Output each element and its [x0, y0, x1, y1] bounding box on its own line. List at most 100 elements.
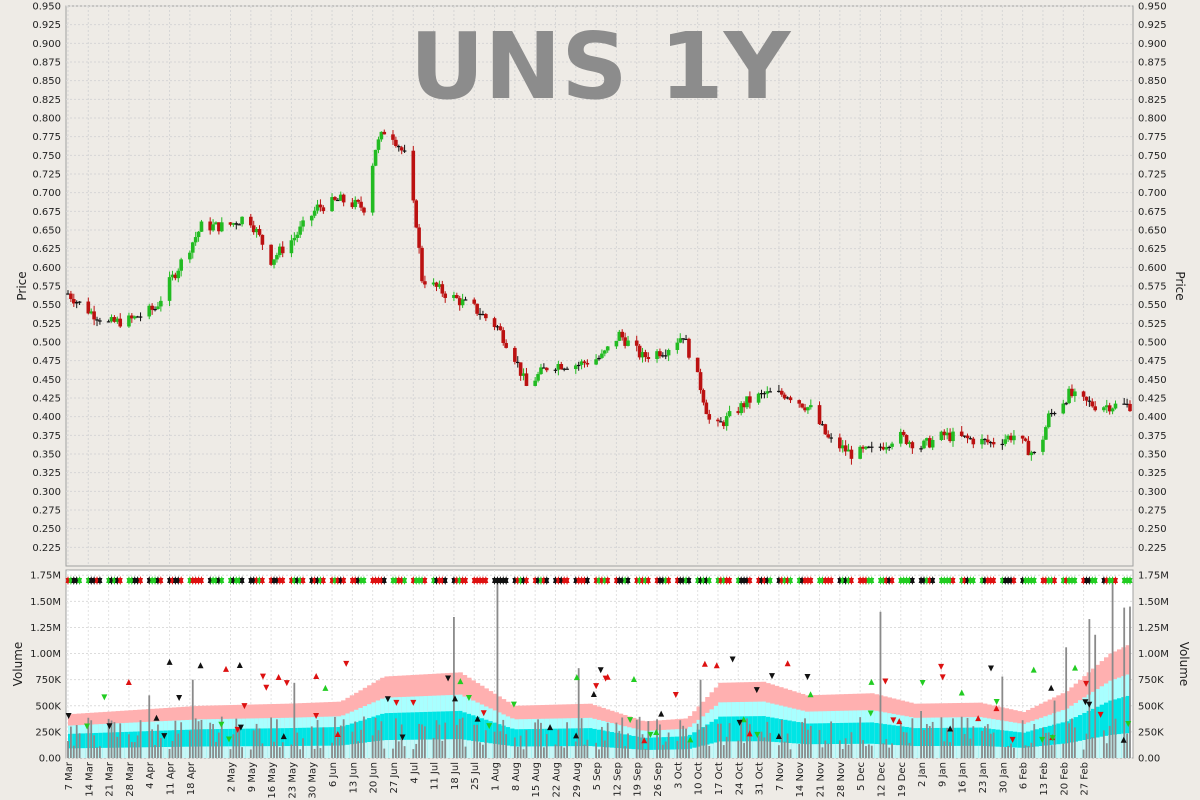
volume-bar: [194, 718, 197, 758]
ohlc-body: [176, 270, 181, 279]
date-tick-label: 30 Jan: [998, 762, 1009, 793]
volume-bar: [136, 735, 139, 758]
volume-bar: [859, 717, 862, 758]
volume-bar: [215, 741, 217, 758]
ohlc-body: [211, 224, 215, 231]
ohlc-body: [237, 224, 241, 226]
volume-band-low: [293, 745, 299, 758]
volume-bar: [850, 732, 853, 758]
volume-bar: [188, 730, 191, 758]
ohlc-body: [1125, 403, 1129, 405]
ohlc-body: [806, 407, 810, 411]
volume-band-inner: [206, 729, 212, 758]
price-tick-label: 0.475: [1138, 356, 1167, 367]
price-tick-label: 0.700: [1138, 188, 1167, 199]
ohlc-body: [249, 216, 253, 226]
ohlc-bar: [440, 280, 445, 297]
volume-bar: [769, 732, 772, 758]
ohlc-candles: [66, 129, 1132, 465]
price-axis-right: 0.225 0.250 0.275 0.300 0.325 0.350 0.375 0.400…: [1138, 2, 1167, 554]
volume-bar: [90, 720, 93, 758]
marker-down-icon: [219, 578, 225, 585]
volume-bar: [821, 747, 824, 758]
volume-band-inner: [783, 719, 788, 758]
ohlc-bar: [890, 441, 894, 450]
price-tick-label: 0.950: [32, 2, 61, 13]
ohlc-body: [484, 314, 488, 319]
volume-band-inner: [250, 728, 255, 758]
volume-band-inner: [601, 730, 606, 758]
volume-bar: [232, 734, 235, 758]
volume-bar: [516, 746, 519, 758]
ohlc-bar: [1003, 434, 1008, 447]
trade-down-triangle-icon: [263, 684, 270, 691]
ohlc-bar: [481, 310, 485, 316]
volume-band-inner: [371, 716, 377, 758]
volume-bar: [502, 719, 505, 758]
ohlc-bar: [701, 388, 706, 406]
ohlc-bar: [336, 198, 340, 202]
ohlc-body: [582, 361, 587, 363]
volume-band-inner: [787, 720, 793, 758]
trade-down-triangle-icon: [343, 660, 350, 667]
volume-band-inner: [384, 713, 390, 758]
volume-band-inner: [102, 732, 108, 758]
volume-bar: [603, 740, 606, 758]
ohlc-body: [1073, 391, 1077, 397]
volume-band-low: [531, 746, 537, 758]
ohlc-bar: [797, 399, 802, 408]
ohlc-body: [536, 374, 540, 381]
price-tick-label: 0.400: [32, 412, 61, 423]
ohlc-body: [219, 222, 224, 232]
ohlc-bar: [643, 349, 648, 362]
ohlc-bar: [414, 199, 418, 229]
volume-bar: [891, 743, 893, 758]
ohlc-body: [350, 202, 355, 208]
date-tick-label: 7 Mar: [64, 761, 75, 790]
volume-bar: [174, 720, 177, 758]
trade-up-triangle-icon: [784, 660, 791, 667]
volume-band-low: [956, 745, 962, 758]
volume-bar: [583, 744, 586, 758]
volume-bar: [479, 742, 481, 758]
date-tick-label: 19 Sep: [633, 762, 644, 797]
marker-down-icon: [970, 578, 976, 585]
price-tick-label: 0.525: [32, 319, 61, 330]
volume-band-low: [1090, 738, 1096, 758]
volume-band-inner: [670, 736, 676, 758]
ohlc-bar: [646, 352, 651, 363]
volume-band-low: [913, 746, 918, 758]
trade-down-triangle-icon: [754, 731, 761, 738]
ohlc-body: [605, 346, 610, 351]
ohlc-body: [130, 315, 134, 319]
price-tick-label: 0.300: [1138, 487, 1167, 498]
ohlc-body: [553, 369, 558, 371]
date-tick-label: 4 Jul: [409, 762, 420, 784]
ohlc-bar: [219, 217, 224, 233]
ohlc-body: [1128, 403, 1132, 412]
trade-up-triangle-icon: [687, 736, 694, 743]
marker-down-icon: [848, 578, 854, 585]
ohlc-body: [379, 131, 384, 140]
volume-axis-left: 0.00 250K 500K 750K 1.00M 1.25M 1.50M 1.75M: [30, 571, 61, 765]
volume-bar: [299, 749, 302, 758]
volume-bar: [464, 746, 467, 758]
trade-down-triangle-icon: [1083, 680, 1090, 687]
volume-band-low: [609, 747, 615, 758]
volume-bar: [841, 748, 844, 758]
ohlc-body: [820, 424, 825, 426]
ohlc-bar: [156, 301, 160, 310]
ohlc-body: [539, 367, 543, 375]
volume-bar: [93, 735, 96, 758]
volume-bar: [154, 744, 156, 758]
ohlc-bar: [153, 306, 157, 312]
price-tick-label: 0.225: [32, 543, 61, 554]
volume-band-low: [206, 746, 212, 758]
ohlc-body: [1032, 451, 1037, 454]
volume-tick-label: 1.00M: [1138, 649, 1169, 660]
volume-band-inner: [739, 716, 745, 758]
volume-bar: [525, 730, 528, 758]
trade-down-triangle-icon: [465, 695, 472, 702]
ohlc-bar: [1006, 434, 1010, 442]
ohlc-bar: [684, 334, 688, 341]
